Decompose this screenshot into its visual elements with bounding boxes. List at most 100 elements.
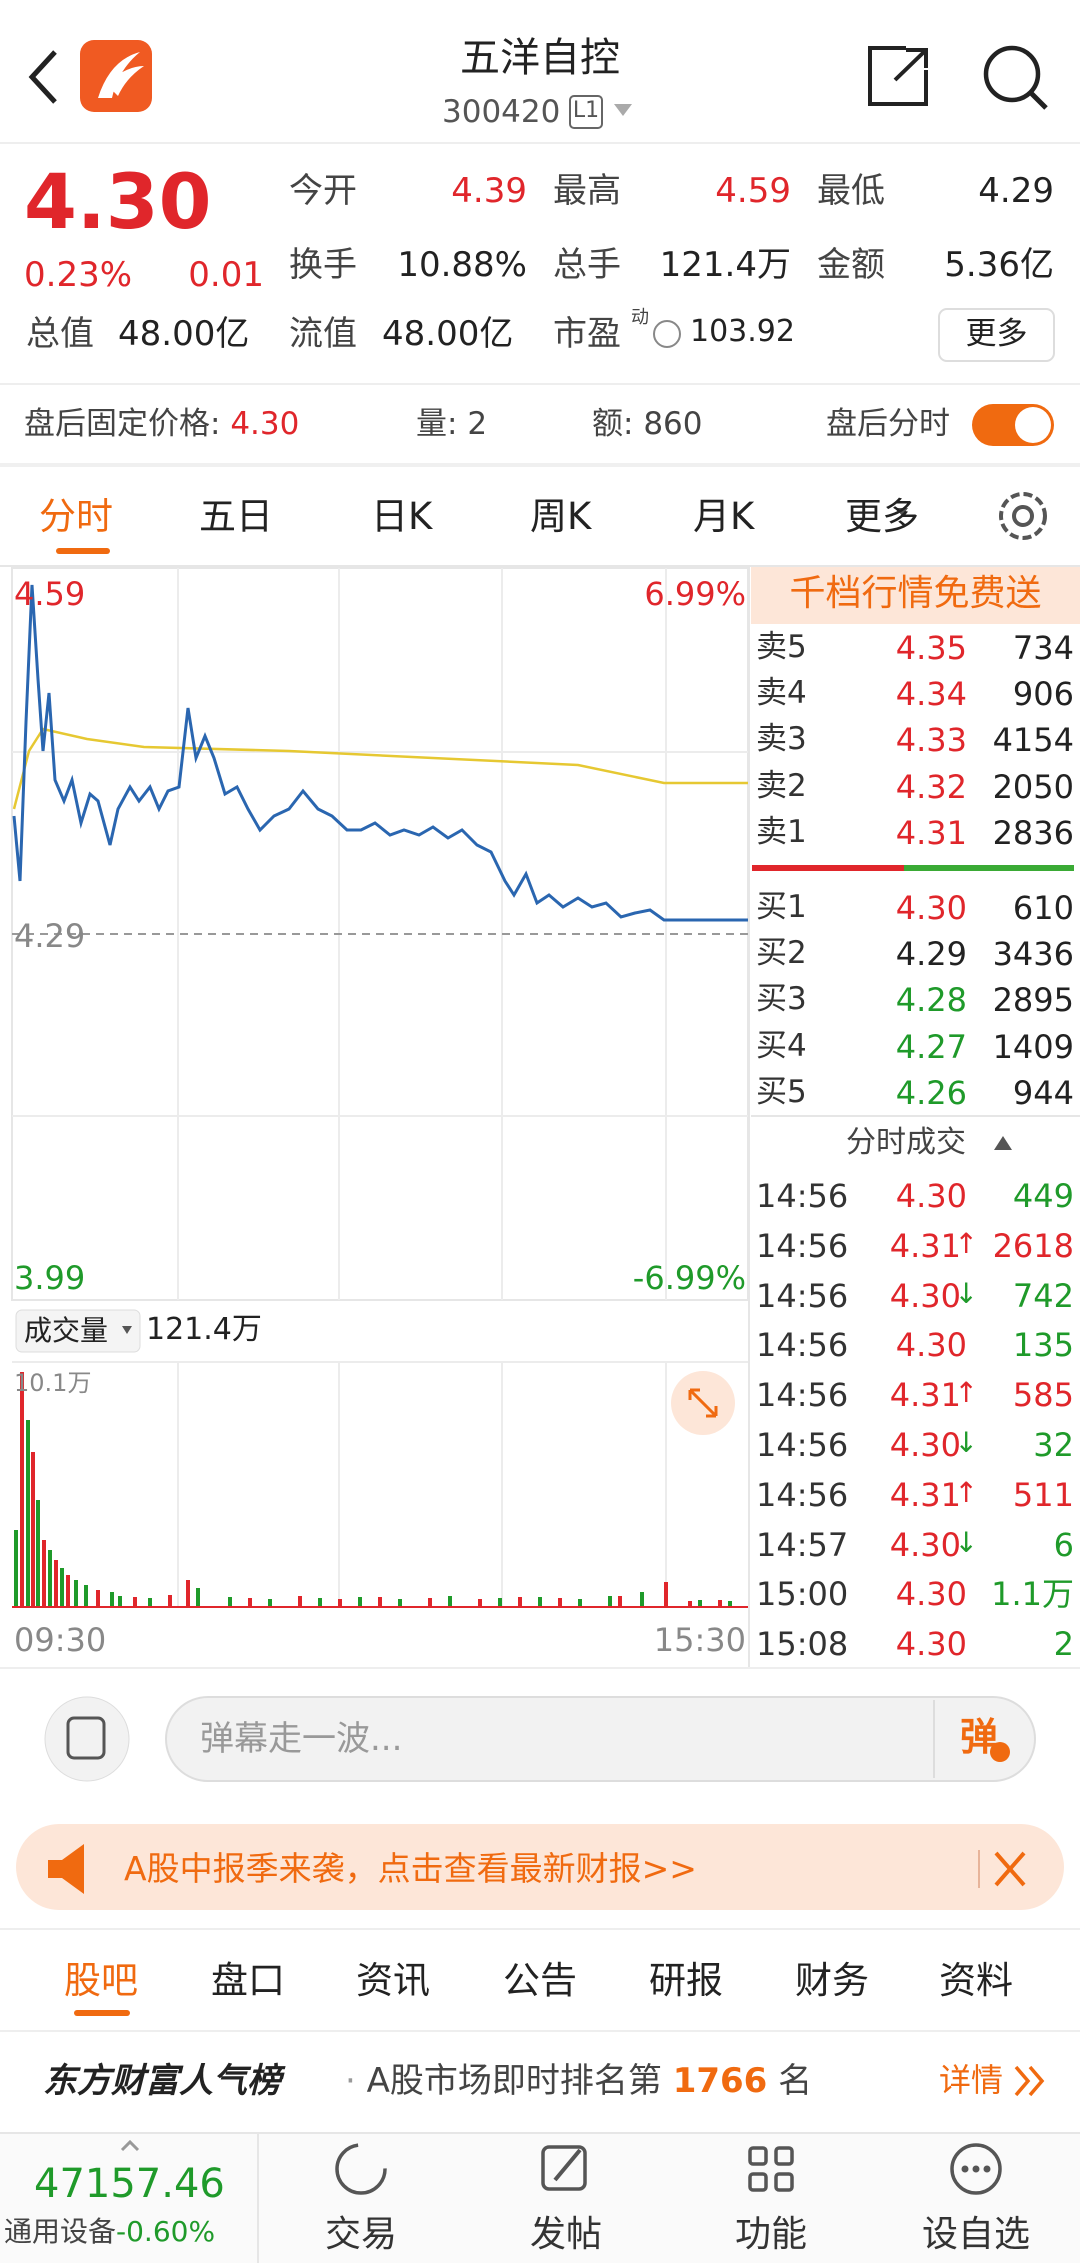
book-volume: 2050 <box>992 767 1074 806</box>
section-tab[interactable]: 盘口 <box>211 1959 285 2002</box>
trade-time: 15:00 <box>756 1575 849 1614</box>
trade-arrow: ↓ <box>954 1426 978 1459</box>
stat-value: 48.00亿 <box>118 314 250 354</box>
trade-time: 14:56 <box>756 1177 849 1215</box>
book-label: 买1 <box>756 889 807 925</box>
chart-tab[interactable]: 五日 <box>199 495 273 538</box>
search-icon[interactable] <box>983 45 1041 103</box>
more-button-box[interactable] <box>938 308 1055 362</box>
change-pct: 0.23% <box>24 255 133 295</box>
promo-bg[interactable] <box>751 567 1080 624</box>
comment-placeholder[interactable]: 弹幕走一波... <box>200 1719 403 1759</box>
trade-time: 14:57 <box>756 1525 849 1564</box>
value: 860 <box>643 406 703 442</box>
stock-name: 五洋自控 <box>460 35 620 81</box>
book-price: 4.35 <box>895 629 967 667</box>
after-hours-label: 盘后固定价格: 4.30 <box>24 409 299 440</box>
book-volume: 2836 <box>992 813 1074 852</box>
stat-sup: 动 <box>631 307 649 328</box>
danmaku-icon <box>66 1716 106 1760</box>
ranking-brand: 东方财富人气榜 <box>43 2061 281 2101</box>
watch-icon[interactable] <box>950 2143 1002 2195</box>
index-value[interactable]: 47157.46 <box>34 2161 225 2207</box>
section-tab[interactable]: 财务 <box>795 1959 869 2002</box>
ask-bar <box>752 865 904 871</box>
label: 额: <box>592 406 634 442</box>
more-button[interactable]: 更多 <box>965 316 1028 352</box>
after-hours-volume: 量: 2 <box>416 409 487 440</box>
label: 盘后固定价格: <box>24 406 221 442</box>
dots <box>961 2165 991 2173</box>
trade-volume: 32 <box>1033 1426 1074 1464</box>
dropdown-arrow[interactable] <box>896 508 908 516</box>
book-label: 买2 <box>756 935 807 972</box>
info-icon <box>653 320 681 348</box>
trade-icon[interactable] <box>335 2143 387 2195</box>
nav-item[interactable]: 设自选 <box>921 2214 1030 2255</box>
trade-price: 4.30 <box>895 1326 967 1365</box>
danmaku-icon-bg[interactable] <box>44 1696 130 1782</box>
chart-tab[interactable]: 月K <box>693 495 755 538</box>
low-label: 3.99 <box>14 1259 86 1297</box>
divider <box>0 565 1080 567</box>
comment-input[interactable] <box>165 1696 1036 1782</box>
nav-item[interactable]: 发帖 <box>529 2214 602 2255</box>
chart-tab[interactable]: 周K <box>530 495 592 538</box>
trade-arrow: ↑ <box>954 1376 978 1410</box>
volume-selector[interactable] <box>15 1309 141 1353</box>
section-tab[interactable]: 公告 <box>503 1959 577 2002</box>
trade-arrow: ↑ <box>954 1475 978 1509</box>
settings-center <box>1012 505 1034 527</box>
book-label: 卖1 <box>756 813 807 850</box>
book-volume: 1409 <box>992 1027 1074 1066</box>
stat-label: 最高 <box>553 171 621 211</box>
back-icon[interactable] <box>28 50 57 104</box>
section-tab[interactable]: 资讯 <box>356 1959 430 2002</box>
nav-item[interactable]: 功能 <box>734 2214 807 2255</box>
stat-label: 总值 <box>26 314 94 354</box>
function-icon[interactable] <box>748 2146 794 2192</box>
section-tab[interactable]: 研报 <box>649 1959 723 2002</box>
level-box <box>569 95 603 129</box>
book-price: 4.28 <box>895 981 967 1020</box>
trade-volume: 511 <box>1012 1475 1074 1514</box>
trade-volume: 6 <box>1053 1525 1074 1564</box>
section-tab[interactable]: 股吧 <box>64 1959 138 2002</box>
chart-tab[interactable]: 日K <box>371 495 433 538</box>
trade-price: 4.31 <box>889 1475 961 1514</box>
ranking-details[interactable]: 详情 <box>939 2061 1004 2099</box>
sort-arrow[interactable] <box>994 1136 1012 1150</box>
section-tab[interactable]: 资料 <box>939 1959 1013 2002</box>
nav-item[interactable]: 交易 <box>324 2214 397 2255</box>
high-label: 4.59 <box>14 575 86 613</box>
trades-title[interactable]: 分时成交 <box>846 1125 966 1160</box>
label: 通用设备 <box>4 2215 117 2248</box>
promo[interactable]: 千档行情免费送 <box>789 573 1042 614</box>
up-icon <box>120 2139 140 2152</box>
chart-tab[interactable]: 更多 <box>845 495 919 538</box>
trade-volume: 2618 <box>992 1226 1074 1265</box>
trade-price: 4.30 <box>895 1575 967 1614</box>
start-time: 09:30 <box>14 1621 107 1659</box>
danmaku-button[interactable]: 弹 <box>960 1715 999 1759</box>
prev-close-label: 4.29 <box>14 917 86 955</box>
share-icon[interactable] <box>868 46 928 106</box>
search-handle <box>1029 91 1048 110</box>
trade-time: 14:56 <box>756 1426 849 1464</box>
close-icon[interactable] <box>994 1851 1026 1887</box>
settings-icon[interactable] <box>999 492 1047 540</box>
banner-text[interactable]: A股中报季来袭，点击查看最新财报>> <box>124 1849 697 1888</box>
stat-value: 4.39 <box>451 171 527 211</box>
volume-label[interactable]: 成交量 <box>24 1314 109 1347</box>
book-volume: 944 <box>1012 1073 1074 1112</box>
change: 0.01 <box>188 255 264 295</box>
dropdown-arrow[interactable] <box>614 104 632 116</box>
banner-bg[interactable] <box>16 1824 1064 1910</box>
stat-value: 48.00亿 <box>382 314 514 354</box>
divider <box>0 463 1080 467</box>
chart-tab[interactable]: 分时 <box>39 495 113 538</box>
post-icon[interactable] <box>541 2145 587 2191</box>
toggle-label: 盘后分时 <box>826 406 950 442</box>
trade-volume: 135 <box>1012 1326 1074 1365</box>
